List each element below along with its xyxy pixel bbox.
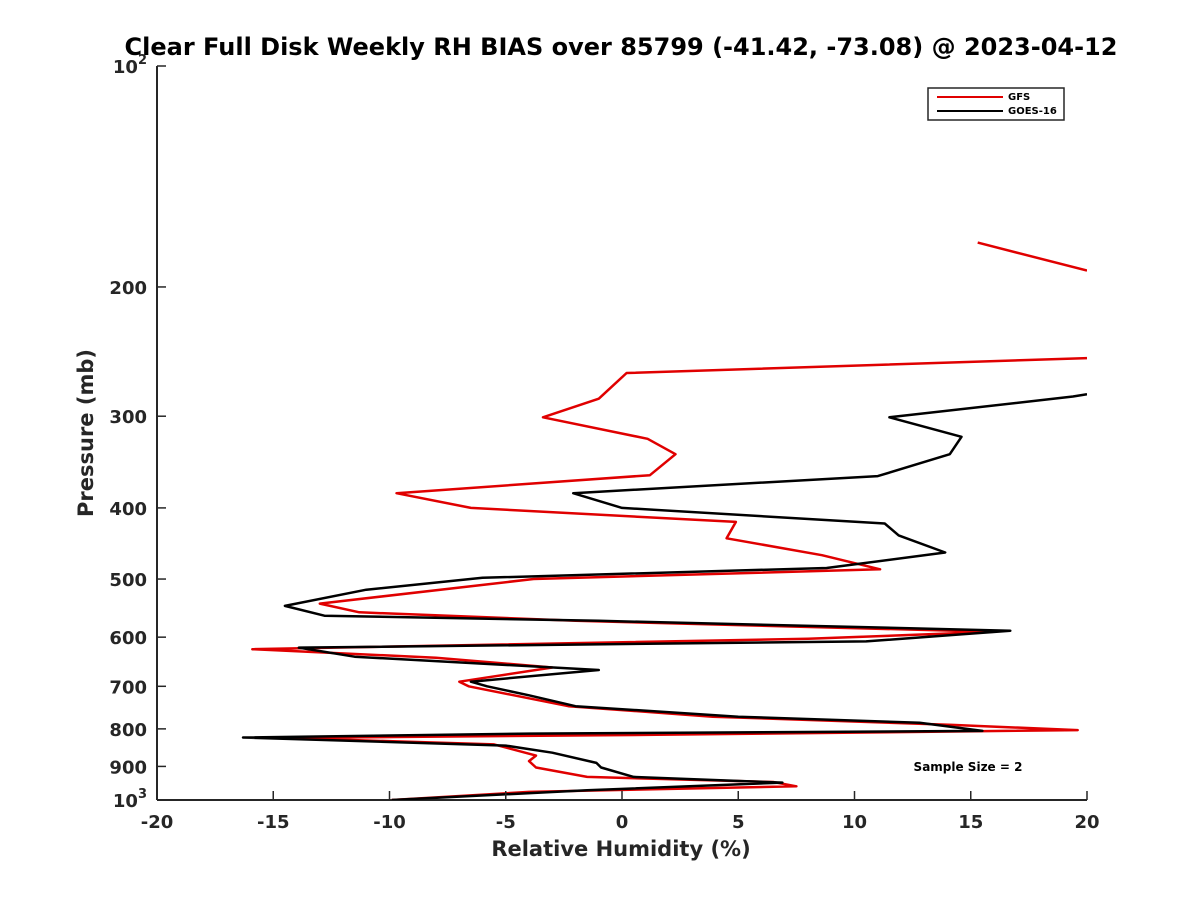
legend-label-goes16: GOES-16	[1008, 106, 1057, 117]
legend: GFS GOES-16	[927, 87, 1065, 121]
series-line-gfs	[251, 356, 1087, 800]
y-tick-label: 500	[109, 570, 147, 591]
legend-box	[927, 87, 1065, 121]
y-tick-label: 600	[109, 628, 147, 649]
chart-title: Clear Full Disk Weekly RH BIAS over 8579…	[125, 33, 1118, 61]
series-layer	[241, 241, 1087, 800]
x-tick-label: 20	[1074, 812, 1099, 833]
sample-size-annotation: Sample Size = 2	[914, 760, 1023, 774]
y-tick-label: 103	[113, 787, 147, 812]
x-tick-label: -20	[141, 812, 174, 833]
y-tick-label: 700	[109, 677, 147, 698]
x-tick-label: 0	[616, 812, 629, 833]
x-tick-label: 5	[732, 812, 745, 833]
legend-label-gfs: GFS	[1008, 92, 1030, 103]
y-axis-label: Pressure (mb)	[74, 349, 98, 517]
y-tick-label: 900	[109, 757, 147, 778]
x-ticks: -20 -15 -10 -5 0 5 10 15 20	[141, 791, 1100, 833]
x-axis-label: Relative Humidity (%)	[491, 837, 750, 861]
y-tick-label: 400	[109, 499, 147, 520]
x-tick-label: -5	[496, 812, 516, 833]
plot-area: -20 -15 -10 -5 0 5 10 15 20 102 200 300 400 500 600 70…	[109, 53, 1099, 833]
x-tick-label: -10	[373, 812, 406, 833]
y-tick-label: 300	[109, 407, 147, 428]
y-tick-label: 200	[109, 278, 147, 299]
y-tick-label: 102	[113, 53, 147, 78]
x-tick-label: 15	[958, 812, 983, 833]
series-line-goes16	[241, 392, 1087, 800]
x-tick-label: -15	[257, 812, 290, 833]
y-tick-label: 800	[109, 720, 147, 741]
x-tick-label: 10	[842, 812, 867, 833]
y-ticks: 102 200 300 400 500 600 700 800 900 103	[109, 53, 166, 812]
series-line-gfs	[977, 241, 1087, 272]
